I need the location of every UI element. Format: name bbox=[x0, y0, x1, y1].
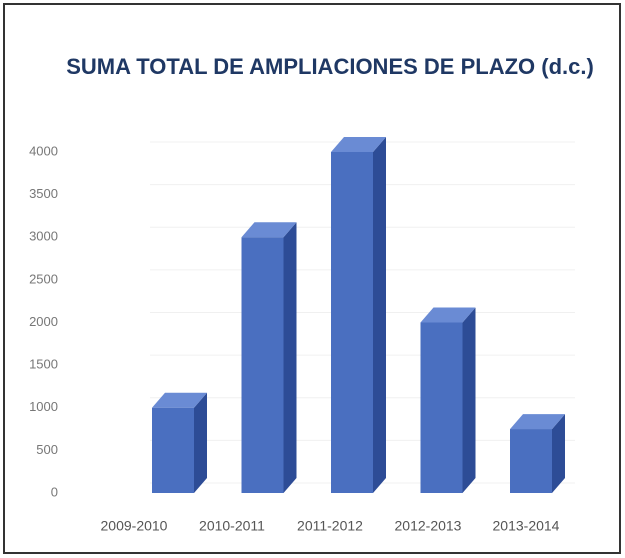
bar-side bbox=[373, 137, 386, 493]
bar bbox=[420, 322, 463, 493]
x-tick-label: 2012-2013 bbox=[395, 518, 462, 534]
bar-side bbox=[552, 414, 565, 493]
bar-top bbox=[510, 414, 565, 430]
bar-top bbox=[241, 222, 297, 238]
y-tick-label: 0 bbox=[51, 484, 58, 499]
y-tick-label: 2500 bbox=[29, 271, 58, 286]
bar bbox=[152, 407, 194, 493]
bar-top bbox=[420, 307, 476, 323]
bar-side bbox=[194, 392, 207, 493]
x-tick-label: 2013-2014 bbox=[493, 518, 560, 534]
bar-top bbox=[331, 137, 386, 152]
bar bbox=[331, 152, 373, 493]
x-tick-label: 2011-2012 bbox=[297, 518, 363, 534]
bar bbox=[510, 429, 552, 493]
y-tick-label: 3000 bbox=[29, 229, 58, 244]
bar-top bbox=[152, 392, 207, 408]
y-tick-label: 2000 bbox=[29, 314, 58, 329]
x-tick-label: 2009-2010 bbox=[101, 518, 168, 534]
bar-side bbox=[283, 222, 297, 493]
y-tick-label: 1000 bbox=[29, 399, 58, 414]
y-tick-label: 500 bbox=[36, 442, 58, 457]
bar-side bbox=[462, 307, 476, 493]
y-tick-label: 4000 bbox=[29, 143, 58, 158]
y-tick-label: 1500 bbox=[29, 357, 58, 372]
chart-title: SUMA TOTAL DE AMPLIACIONES DE PLAZO (d.c… bbox=[66, 54, 594, 79]
x-tick-label: 2010-2011 bbox=[199, 518, 265, 534]
y-tick-label: 3500 bbox=[29, 186, 58, 201]
bar bbox=[241, 237, 284, 493]
